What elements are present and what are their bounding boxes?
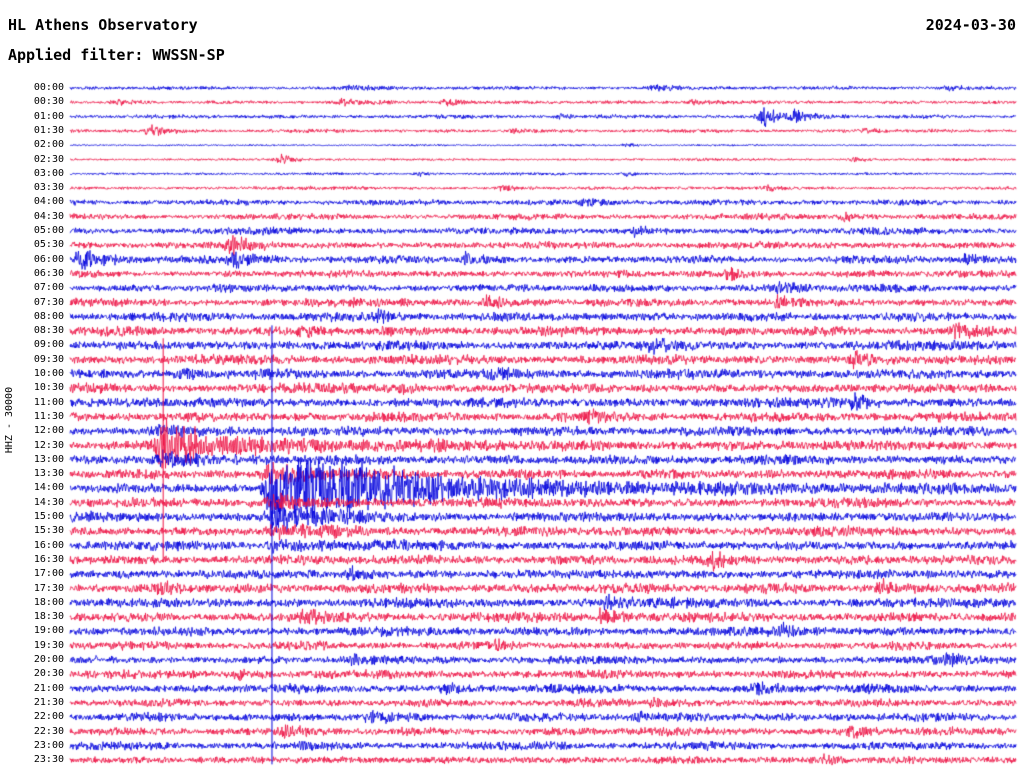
time-label: 16:30 <box>33 553 64 565</box>
time-label: 22:30 <box>33 725 64 737</box>
date-label: 2024-03-30 <box>925 16 1016 34</box>
time-label: 01:30 <box>33 124 64 136</box>
page-title: HL Athens Observatory <box>8 16 198 34</box>
time-label: 23:00 <box>33 739 64 751</box>
time-label: 11:30 <box>33 410 64 422</box>
time-label: 22:00 <box>33 711 64 723</box>
time-label: 07:00 <box>33 282 64 294</box>
time-label: 00:00 <box>33 82 64 93</box>
time-label: 16:00 <box>33 539 64 551</box>
time-label: 01:00 <box>33 110 64 122</box>
time-label: 18:30 <box>33 611 64 623</box>
time-label: 02:00 <box>33 139 64 151</box>
time-label: 06:00 <box>33 253 64 265</box>
time-label: 00:30 <box>33 96 64 108</box>
time-label: 10:30 <box>33 382 64 394</box>
time-label: 21:00 <box>33 682 64 694</box>
time-label: 19:00 <box>33 625 64 637</box>
time-label: 09:00 <box>33 339 64 351</box>
time-label: 04:30 <box>33 210 64 222</box>
time-label: 05:00 <box>33 225 64 236</box>
time-label: 03:00 <box>33 167 64 179</box>
time-label: 11:00 <box>33 396 64 408</box>
time-label: 17:30 <box>33 582 64 594</box>
time-label: 08:00 <box>33 310 64 322</box>
time-label: 15:30 <box>33 525 64 537</box>
time-label: 12:30 <box>33 439 64 451</box>
time-label: 02:30 <box>33 153 64 165</box>
time-label: 05:30 <box>33 239 64 251</box>
time-label: 23:30 <box>33 754 64 766</box>
time-label: 10:00 <box>33 368 64 379</box>
time-label: 08:30 <box>33 325 64 337</box>
time-label: 13:00 <box>33 453 64 465</box>
time-label: 18:00 <box>33 596 64 608</box>
time-label: 19:30 <box>33 639 64 651</box>
time-label: 07:30 <box>33 296 64 308</box>
time-label: 20:30 <box>33 668 64 680</box>
time-label: 17:00 <box>33 568 64 580</box>
time-label: 14:00 <box>33 482 64 494</box>
time-label: 13:30 <box>33 468 64 480</box>
time-label: 12:00 <box>33 425 64 437</box>
time-label: 14:30 <box>33 496 64 508</box>
time-label: 06:30 <box>33 267 64 279</box>
time-label: 03:30 <box>33 182 64 194</box>
time-label: 21:30 <box>33 696 64 708</box>
time-label: 09:30 <box>33 353 64 365</box>
time-label: 15:00 <box>33 511 64 522</box>
time-label: 20:00 <box>33 654 64 665</box>
time-label: 04:00 <box>33 196 64 208</box>
filter-label: Applied filter: WWSSN-SP <box>8 46 225 64</box>
